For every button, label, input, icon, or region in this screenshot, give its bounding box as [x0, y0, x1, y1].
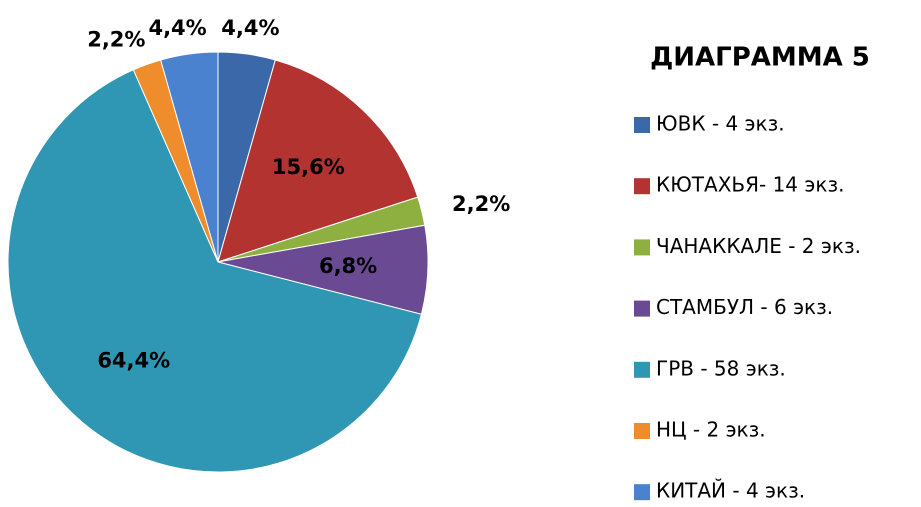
data-label: 2,2%: [452, 192, 510, 216]
pie-slice: [160, 51, 219, 263]
legend-swatch: [634, 239, 650, 256]
data-label: 4,4%: [148, 16, 206, 40]
legend-swatch: [634, 423, 650, 439]
chart-title: ДИАГРАММА 5: [650, 43, 870, 73]
legend-swatch: [634, 178, 650, 195]
legend-label: ЧАНАККАЛЕ - 2 экз.: [656, 234, 861, 258]
legend-label: ЮВК - 4 экз.: [656, 112, 785, 136]
legend-label: НЦ - 2 экз.: [656, 418, 766, 442]
data-label: 6,8%: [319, 254, 377, 278]
legend-label: ГРВ - 58 экз.: [656, 356, 786, 380]
legend-swatch: [634, 300, 650, 317]
legend-swatch: [634, 117, 650, 133]
legend-label: СТАМБУЛ - 6 экз.: [656, 295, 833, 319]
data-label: 4,4%: [221, 16, 279, 40]
legend-swatch: [634, 361, 650, 378]
legend-swatch: [634, 484, 650, 501]
data-label: 2,2%: [87, 28, 145, 52]
legend-label: КЮТАХЬЯ- 14 экз.: [656, 173, 844, 197]
pie-slice: [217, 59, 419, 263]
data-label: 15,6%: [272, 155, 345, 179]
data-label: 64,4%: [97, 348, 170, 372]
legend-label: КИТАЙ - 4 экз.: [656, 479, 805, 503]
pie-slice: [7, 69, 423, 473]
